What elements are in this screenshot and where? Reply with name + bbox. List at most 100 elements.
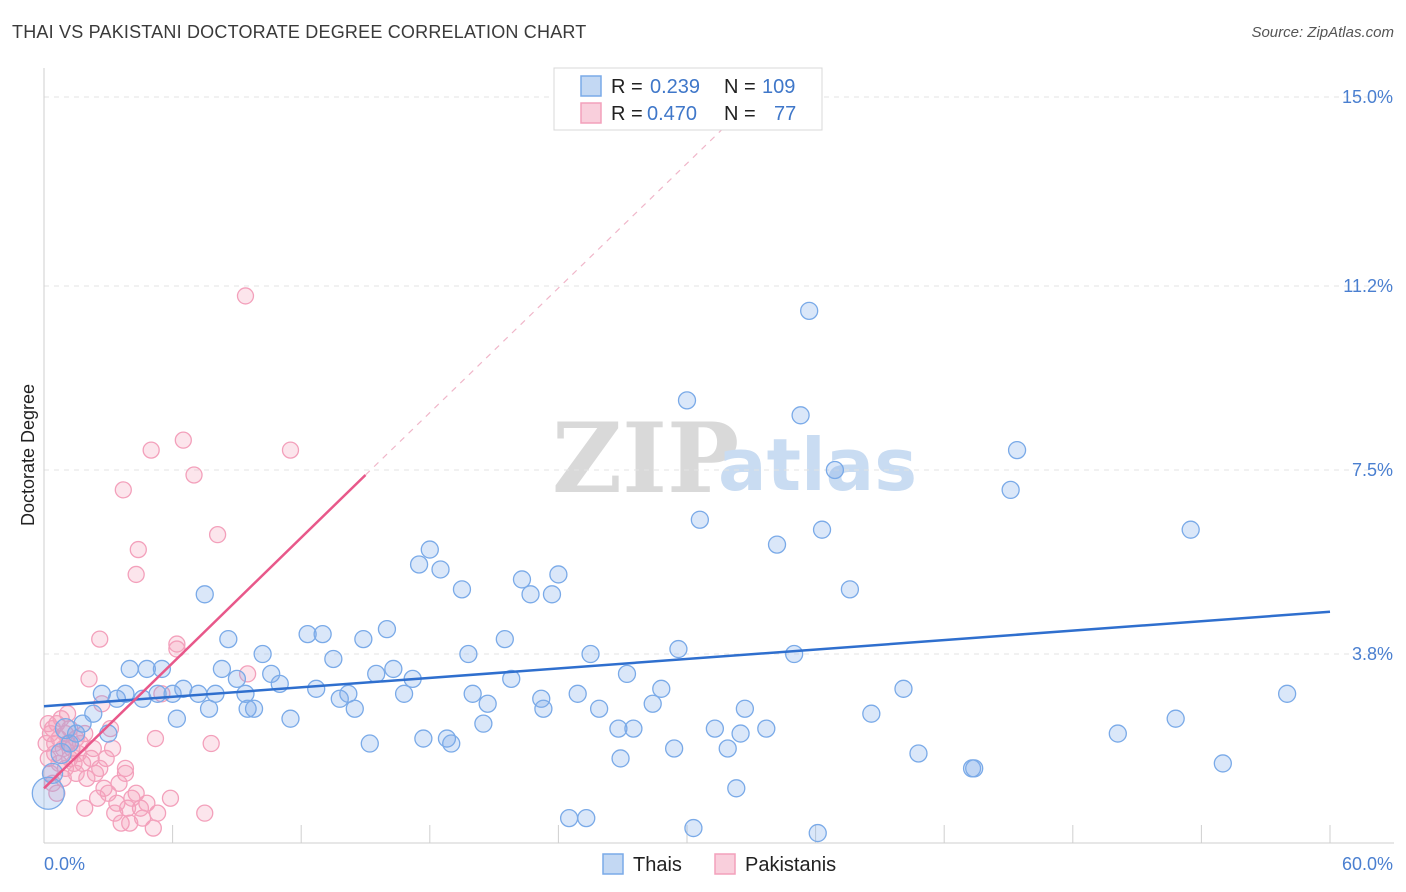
y-axis-label: Doctorate Degree bbox=[18, 384, 38, 526]
thais-point bbox=[474, 714, 493, 733]
thais-point bbox=[420, 540, 439, 559]
thais-point bbox=[431, 560, 450, 579]
bottom-legend-pak-swatch bbox=[714, 853, 736, 875]
pakistanis-point bbox=[103, 739, 122, 758]
pakistanis-point bbox=[39, 714, 57, 733]
thais-point bbox=[307, 679, 326, 698]
thais-point bbox=[825, 460, 845, 480]
pakistanis-point bbox=[91, 759, 109, 778]
thais-point bbox=[212, 659, 232, 679]
pakistanis-point bbox=[97, 749, 115, 768]
thais-point bbox=[1108, 724, 1127, 743]
thais-point bbox=[116, 684, 135, 703]
thais-point bbox=[767, 535, 787, 554]
thais-point bbox=[1277, 684, 1297, 703]
thais-point bbox=[559, 808, 579, 828]
thais-point bbox=[611, 749, 630, 768]
thais-point bbox=[31, 776, 65, 810]
pakistanis-point bbox=[168, 640, 186, 658]
thais-point bbox=[414, 729, 433, 748]
y-tick-label-2: 11.2% bbox=[1343, 276, 1393, 296]
thais-point bbox=[808, 823, 827, 843]
gridlines bbox=[44, 96, 1394, 655]
thais-point bbox=[495, 629, 514, 649]
thais-point bbox=[107, 689, 127, 708]
thais-point bbox=[690, 510, 710, 529]
legend-thai-r-label: R = bbox=[611, 76, 643, 98]
thais-point bbox=[652, 679, 671, 698]
pakistanis-point bbox=[118, 799, 137, 817]
pakistanis-point bbox=[238, 665, 257, 683]
thais-point bbox=[345, 699, 364, 718]
pakistanis-trend-extension bbox=[365, 121, 731, 476]
thais-point bbox=[238, 699, 257, 718]
thais-point bbox=[669, 639, 688, 659]
thais-point bbox=[452, 580, 472, 599]
pakistanis-point bbox=[110, 774, 128, 792]
thais-point bbox=[512, 570, 532, 589]
legend-thai-n-label: N = bbox=[724, 76, 756, 98]
thais-point bbox=[384, 659, 403, 679]
thais-point bbox=[1181, 520, 1200, 539]
thais-point bbox=[99, 724, 118, 743]
thais-point bbox=[812, 520, 832, 539]
pakistanis-point bbox=[116, 764, 135, 783]
thais-point bbox=[609, 719, 628, 738]
thais-point bbox=[244, 699, 264, 718]
thais-point bbox=[442, 734, 461, 753]
thais-point bbox=[137, 659, 157, 679]
pakistanis-point bbox=[116, 759, 135, 778]
thais-point bbox=[167, 709, 187, 728]
thais-point bbox=[459, 644, 478, 664]
thais-point bbox=[791, 406, 810, 425]
thais-point bbox=[84, 704, 103, 723]
pakistanis-point bbox=[196, 804, 214, 822]
pakistanis-point bbox=[138, 794, 156, 812]
thais-point bbox=[324, 649, 343, 669]
pakistanis-point bbox=[76, 799, 94, 817]
watermark-zip: ZIP bbox=[552, 402, 739, 515]
x-tick-label-1: 60.0% bbox=[1342, 854, 1393, 874]
thais-point bbox=[705, 719, 725, 738]
thais-point bbox=[785, 644, 804, 664]
thais-point bbox=[534, 699, 553, 718]
pakistanis-point bbox=[168, 635, 186, 653]
axes bbox=[43, 68, 1394, 844]
thais-point bbox=[840, 580, 860, 599]
source-label: Source: ZipAtlas.com bbox=[1251, 24, 1394, 41]
pakistanis-point bbox=[121, 814, 139, 832]
thais-point bbox=[367, 664, 386, 684]
thais-point bbox=[60, 734, 79, 753]
thais-point bbox=[909, 744, 928, 763]
trend-lines bbox=[43, 121, 1331, 790]
pakistanis-point bbox=[281, 441, 300, 459]
thais-point bbox=[677, 391, 697, 410]
legend: R = 0.239 N = 109 R = 0.470 N = 77 bbox=[553, 67, 823, 131]
thais-point bbox=[478, 694, 497, 713]
pakistanis-point bbox=[88, 789, 107, 807]
thais-point bbox=[581, 644, 600, 664]
watermark-atlas: atlas bbox=[718, 423, 917, 507]
thais-point bbox=[800, 301, 819, 321]
thais-point bbox=[617, 664, 637, 684]
legend-pak-n-label: N = bbox=[724, 103, 756, 125]
pakistanis-point bbox=[174, 431, 192, 449]
thais-point bbox=[360, 734, 379, 753]
pakistanis-point bbox=[142, 441, 160, 459]
bottom-legend: Thais Pakistanis bbox=[602, 853, 836, 876]
y-tick-label-1: 7.5% bbox=[1352, 460, 1393, 480]
thais-point bbox=[735, 699, 755, 718]
thais-point bbox=[1001, 480, 1020, 500]
thais-point bbox=[377, 619, 397, 639]
legend-thai-r-value: 0.239 bbox=[650, 76, 700, 98]
thais-point bbox=[330, 689, 349, 708]
thais-point bbox=[894, 679, 913, 698]
thais-point bbox=[409, 555, 429, 574]
pakistanis-point bbox=[185, 466, 203, 484]
thais-point bbox=[1166, 709, 1185, 728]
pakistanis-point bbox=[144, 819, 162, 837]
thais-point bbox=[568, 684, 587, 703]
legend-thai-n-value: 109 bbox=[762, 76, 795, 98]
thais-point bbox=[542, 585, 562, 604]
